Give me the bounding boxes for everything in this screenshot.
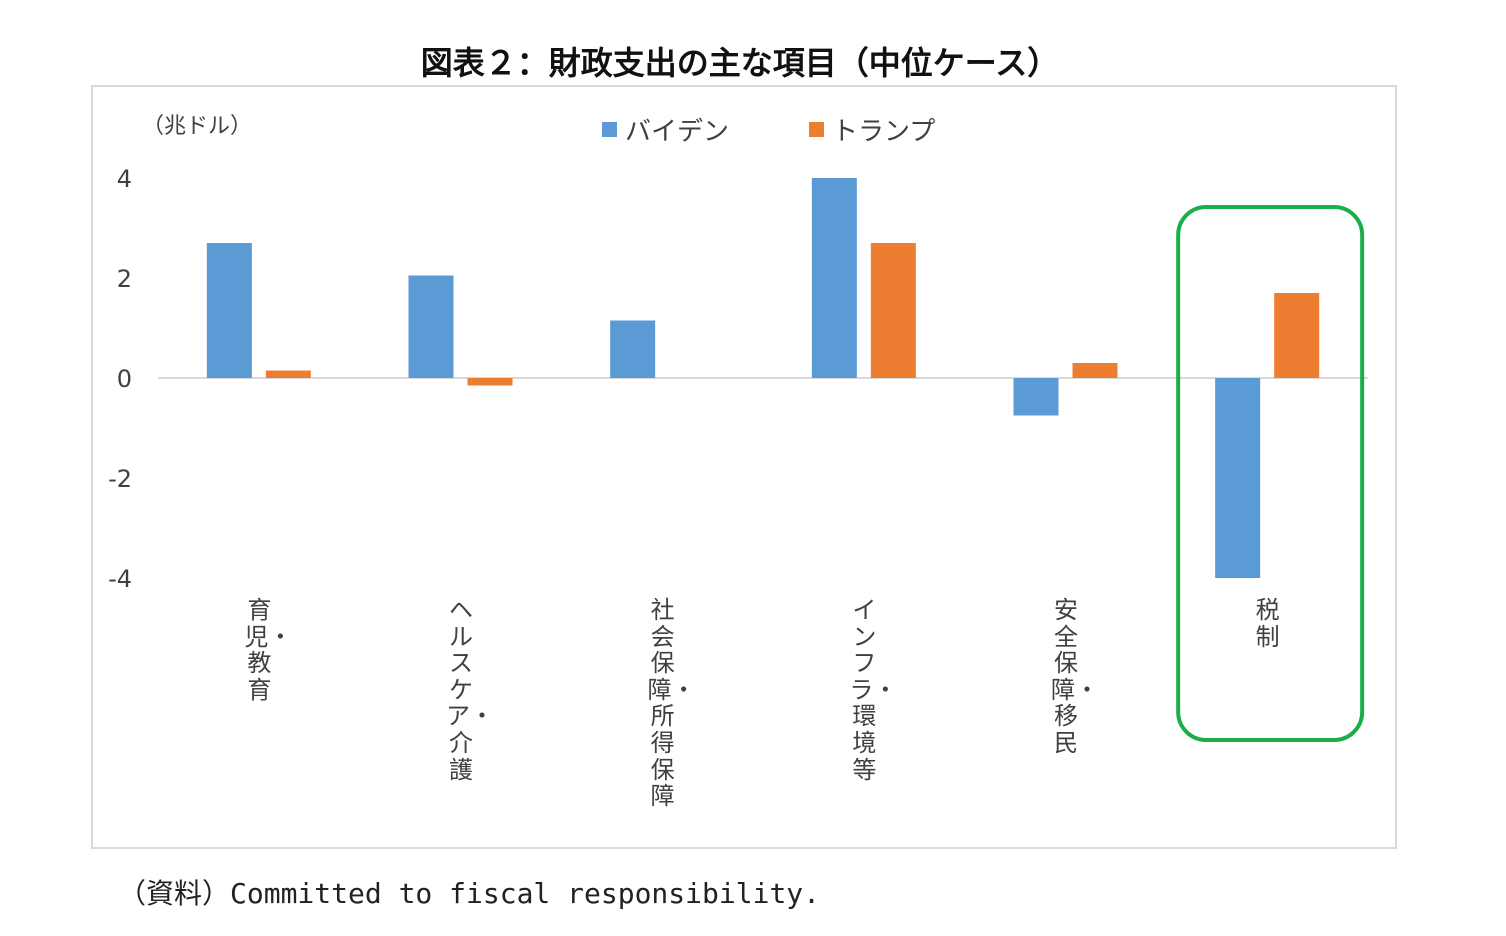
- category-label: 育児・教育: [244, 596, 293, 704]
- chart-title: 図表２：財政支出の主な項目（中位ケース）: [420, 44, 1060, 82]
- bar-trump: [265, 370, 311, 378]
- legend-swatch-trump: [809, 121, 824, 137]
- highlight-box: [1176, 205, 1365, 742]
- y-tick-label: 0: [117, 365, 132, 393]
- category-label: 社会保障・所得保障: [647, 596, 696, 811]
- legend-item-trump: トランプ: [809, 114, 935, 147]
- y-tick-label: 2: [117, 265, 132, 293]
- bar-biden: [610, 320, 656, 378]
- bar-trump: [1274, 293, 1320, 378]
- category-label: インフラ・環境等: [849, 596, 898, 784]
- y-tick-label: 4: [117, 165, 132, 193]
- legend-item-biden: バイデン: [602, 114, 729, 147]
- legend-label-biden: バイデン: [625, 116, 730, 147]
- bar-biden: [1215, 378, 1261, 578]
- category-label: ヘルスケア・介護: [446, 596, 494, 784]
- bar-trump: [467, 378, 513, 386]
- bar-biden: [206, 243, 252, 378]
- bar-trump: [1072, 363, 1118, 378]
- chart-area-border: [91, 85, 1397, 849]
- y-tick-label: -4: [108, 565, 132, 593]
- legend-swatch-biden: [602, 121, 617, 137]
- bar-biden: [408, 275, 454, 378]
- bar-biden: [1013, 378, 1059, 416]
- source-note: （資料）Committed to fiscal responsibility.: [118, 877, 821, 910]
- bar-biden: [811, 178, 857, 378]
- bar-trump: [870, 243, 916, 378]
- legend-label-trump: トランプ: [832, 116, 936, 147]
- y-tick-label: -2: [108, 465, 132, 493]
- category-label: 税制: [1255, 596, 1280, 651]
- category-label: 安全保障・移民: [1051, 596, 1099, 757]
- y-axis-unit-label: （兆ドル）: [142, 114, 253, 139]
